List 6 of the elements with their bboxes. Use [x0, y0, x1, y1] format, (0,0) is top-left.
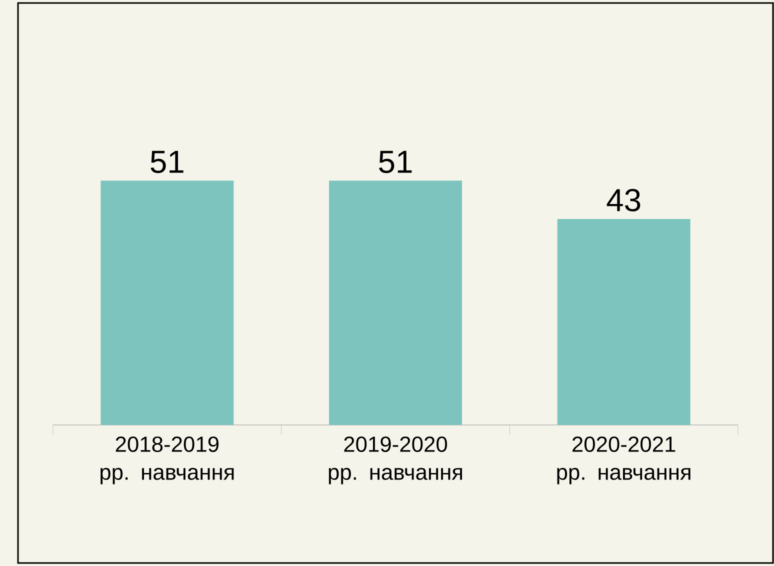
- x-tick-label: 2019-2020 рр. навчання: [328, 436, 462, 484]
- x-tick-label: 2018-2019 рр. навчання: [100, 436, 234, 484]
- x-tick-label: 2020-2021 рр. навчання: [557, 436, 690, 484]
- data-label: 43: [606, 188, 640, 212]
- data-label: 51: [379, 150, 412, 174]
- data-label: 51: [150, 150, 184, 174]
